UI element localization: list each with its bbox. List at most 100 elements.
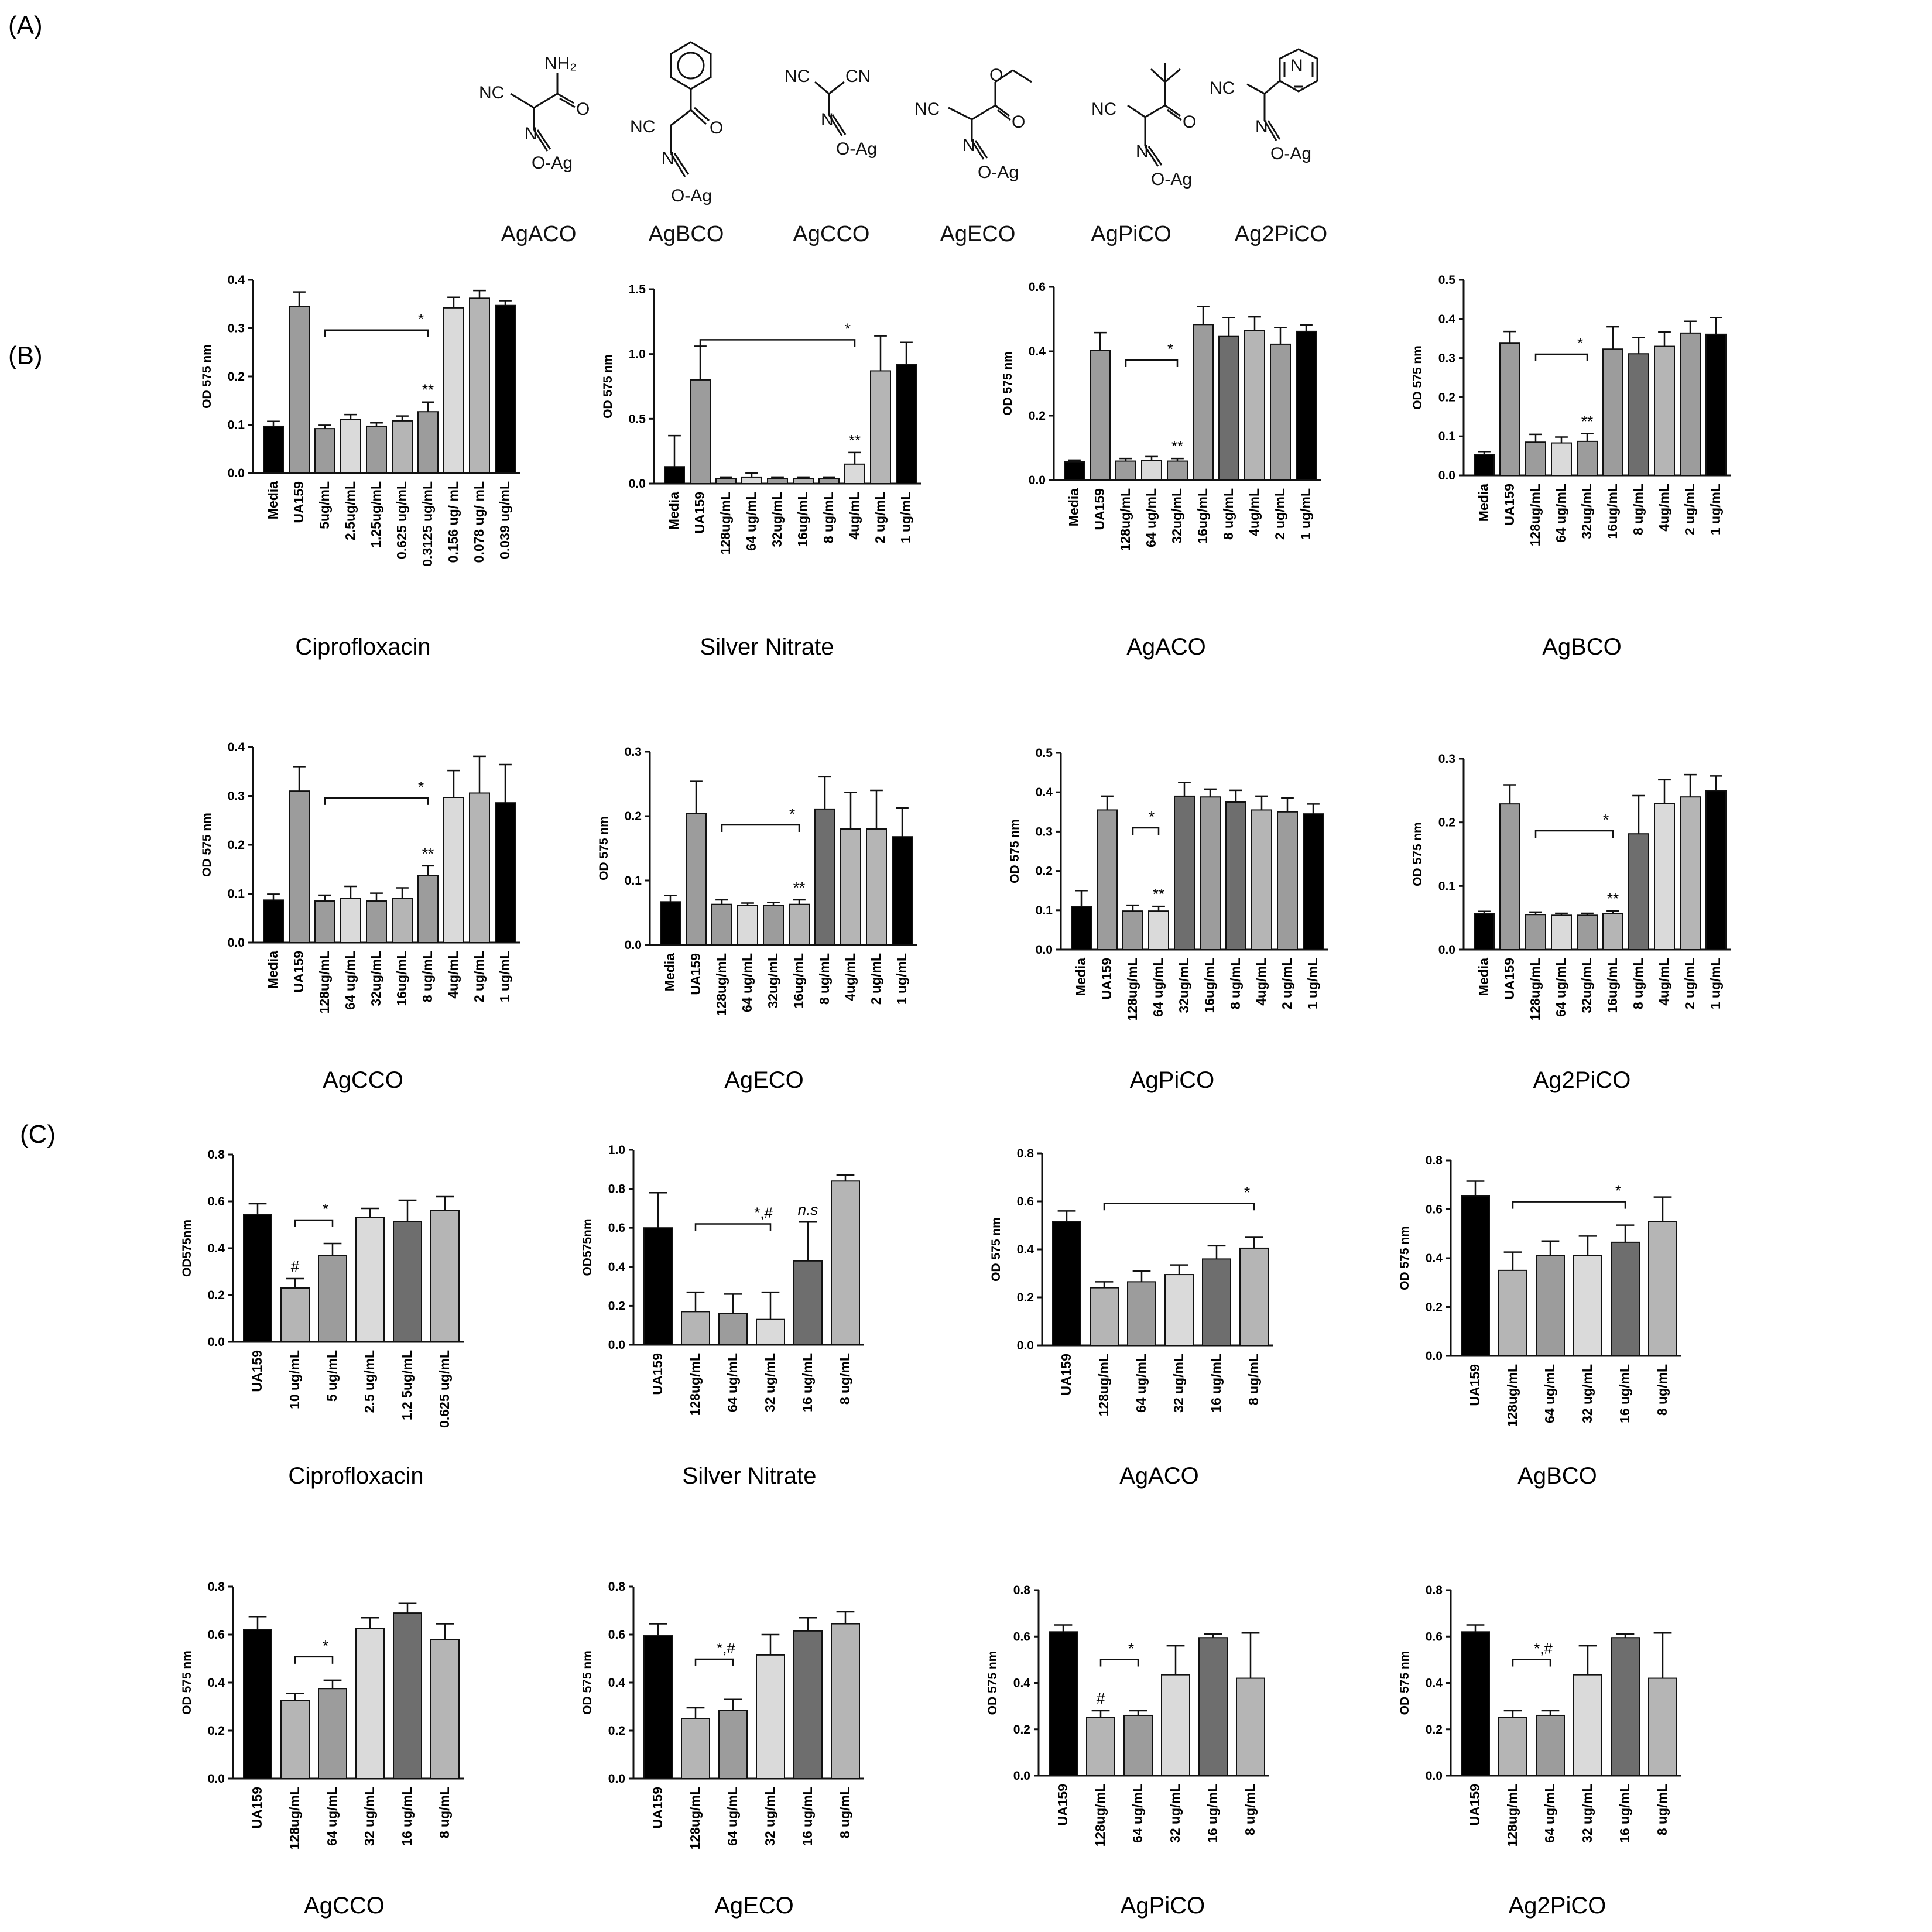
- bar: [1244, 330, 1265, 481]
- significance-bracket: [1099, 1659, 1139, 1667]
- category-label: 128ug/mL: [687, 1787, 703, 1849]
- y-tick-label: 0.4: [1426, 1677, 1443, 1690]
- bar: [366, 425, 387, 474]
- chart-b-agcco: 0.0 0.1 0.2 0.3 0.4 OD 575 nm Media UA159 128ug/…: [200, 741, 520, 1093]
- bar: [793, 478, 814, 485]
- y-tick-label: 0.0: [1017, 1339, 1034, 1352]
- category-label: 0.3125 ug/mL: [420, 481, 435, 567]
- category-label: 16ug/mL: [791, 953, 806, 1009]
- y-tick-label: 0.0: [1029, 474, 1046, 487]
- category-label: 64 ug/mL: [1542, 1784, 1557, 1843]
- y-tick-label: 0.2: [1438, 390, 1455, 404]
- category-label: Media: [1476, 484, 1491, 522]
- y-tick-label: 0.4: [1013, 1677, 1031, 1690]
- chart-c-agpico: 0.0 0.2 0.4 0.6 0.8 OD 575 nm UA159 128ug/mL 64 …: [986, 1584, 1269, 1919]
- chart-b-ageco: 0.0 0.1 0.2 0.3 OD 575 nm Media UA159 128ug/mL 6…: [597, 745, 917, 1093]
- bar: [1461, 1195, 1490, 1356]
- bar: [866, 828, 887, 946]
- text-nc: NC: [1210, 78, 1235, 98]
- y-tick-label: 0.8: [208, 1580, 225, 1594]
- bar: [767, 478, 788, 485]
- bar: [1611, 1637, 1640, 1776]
- category-label: UA159: [1467, 1784, 1482, 1826]
- text-o: O: [1012, 112, 1025, 132]
- bar: [1225, 801, 1246, 950]
- y-axis-label: OD 575 nm: [1398, 1226, 1412, 1290]
- category-label: 128ug/mL: [317, 951, 332, 1013]
- bar: [1174, 795, 1195, 951]
- y-tick-label: 1.0: [629, 348, 646, 361]
- chart-c-agaco: 0.0 0.2 0.4 0.6 0.8 OD 575 nm UA159 128ug/mL 64 …: [989, 1147, 1273, 1489]
- bar: [1218, 335, 1239, 481]
- bar: [355, 1628, 385, 1779]
- y-tick-label: 0.4: [1438, 313, 1456, 326]
- category-label: 64 ug/mL: [1143, 488, 1159, 547]
- y-axis-label: OD 575 nm: [1008, 819, 1022, 883]
- category-label: Media: [265, 481, 280, 519]
- significance-mark: **: [849, 431, 861, 449]
- y-axis-label: OD 575 nm: [597, 816, 611, 881]
- text-o-ag: O-Ag: [978, 163, 1019, 182]
- category-label: 2 ug/mL: [1272, 488, 1287, 540]
- significance-mark: n.s: [798, 1201, 818, 1218]
- bar: [340, 898, 361, 943]
- category-label: 4ug/mL: [1253, 958, 1269, 1006]
- y-tick-label: 0.4: [1017, 1243, 1034, 1256]
- chart-title: AgPiCO: [1121, 1893, 1205, 1919]
- bar: [263, 899, 284, 943]
- text-o: O: [710, 118, 723, 138]
- structure-agpico: NC O N O-Ag: [1091, 63, 1196, 189]
- significance-label: *: [1128, 1640, 1134, 1657]
- category-label: 16ug/mL: [1605, 484, 1620, 539]
- text-o: O: [1183, 112, 1196, 132]
- chart-title: Ciprofloxacin: [288, 1463, 423, 1489]
- bar: [715, 478, 737, 485]
- significance-label: *: [1149, 808, 1155, 825]
- significance-bracket: [1132, 827, 1160, 835]
- bar: [1602, 348, 1623, 477]
- y-tick-label: 0.2: [208, 1724, 225, 1738]
- bar: [340, 419, 361, 474]
- structure-name-agbco: AgBCO: [649, 222, 724, 246]
- category-label: Media: [1476, 958, 1491, 996]
- significance-mark: **: [422, 845, 434, 862]
- bar: [896, 364, 917, 485]
- category-label: 32ug/mL: [765, 953, 780, 1009]
- bar: [1577, 440, 1598, 476]
- category-label: 1 ug/mL: [898, 492, 913, 543]
- bar: [1164, 1274, 1194, 1347]
- category-label: 2 ug/mL: [471, 951, 487, 1002]
- category-label: 16 ug/mL: [399, 1787, 415, 1846]
- chart-title: AgBCO: [1542, 634, 1622, 660]
- y-tick-label: 0.2: [1013, 1723, 1030, 1736]
- chart-c-silver-nitrate: 0.0 0.2 0.4 0.6 0.8 1.0 OD575nm UA159 128ug/mL 64…: [581, 1143, 864, 1489]
- category-label: UA159: [1055, 1784, 1070, 1826]
- structure-name-ageco: AgECO: [940, 222, 1016, 246]
- category-label: UA159: [1059, 1354, 1074, 1396]
- category-label: 1 ug/mL: [894, 953, 909, 1005]
- bar: [1127, 1281, 1156, 1347]
- chart-title: Silver Nitrate: [683, 1463, 817, 1489]
- y-tick-label: 0.4: [228, 273, 245, 287]
- category-label: 16ug/mL: [795, 492, 810, 547]
- y-axis-label: OD575nm: [581, 1218, 594, 1276]
- bar: [495, 802, 516, 943]
- y-axis-label: OD 575 nm: [1001, 351, 1015, 416]
- text-nc: NC: [914, 100, 940, 119]
- bar: [1303, 813, 1324, 951]
- bar: [1474, 454, 1495, 477]
- category-label: 8 ug/mL: [420, 951, 435, 1002]
- bar: [831, 1180, 860, 1346]
- text-o-ag: O-Ag: [671, 186, 712, 205]
- chart-title: AgBCO: [1517, 1463, 1597, 1489]
- bar: [1654, 345, 1675, 476]
- significance-mark: **: [1581, 413, 1593, 430]
- category-label: 1.25ug/mL: [368, 481, 383, 548]
- category-label: 0.625 ug/mL: [394, 481, 409, 559]
- category-label: 8 ug/mL: [1228, 958, 1243, 1009]
- chart-b-ciprofloxacin: 0.0 0.1 0.2 0.3 0.4 OD 575 nm Media UA159 5ug/mL…: [200, 273, 520, 660]
- bar: [243, 1214, 272, 1342]
- structure-ag2pico: NC N N O-Ag: [1210, 48, 1318, 163]
- category-label: 8 ug/mL: [837, 1787, 852, 1838]
- category-label: 32 ug/mL: [1171, 1354, 1186, 1413]
